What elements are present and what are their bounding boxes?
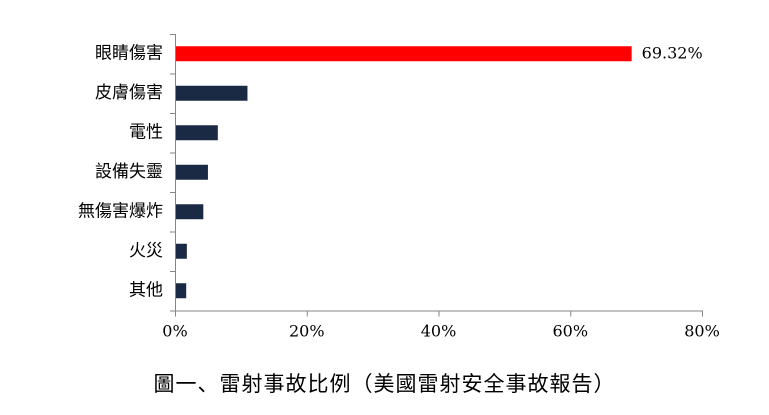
bar-5: [175, 204, 204, 220]
bar-4: [175, 164, 208, 180]
bars-group: [175, 46, 632, 299]
x-tick-label: 40%: [421, 322, 457, 341]
bar-1: [175, 46, 632, 62]
category-label: 眼睛傷害: [95, 43, 163, 63]
category-label: 皮膚傷害: [95, 83, 163, 103]
x-tick-label: 80%: [684, 322, 720, 341]
bar-7: [175, 283, 187, 299]
bar-6: [175, 243, 187, 259]
category-label: 其他: [129, 280, 163, 300]
x-ticks-group: 0% 20% 40% 60% 80%: [162, 310, 720, 341]
data-label: 69.32%: [642, 43, 703, 62]
category-label: 無傷害爆炸: [78, 201, 163, 221]
category-label: 電性: [129, 122, 163, 142]
x-tick-label: 0%: [162, 322, 187, 341]
x-tick-label: 20%: [289, 322, 325, 341]
bar-3: [175, 125, 218, 141]
data-labels-group: 69.32%: [642, 43, 703, 62]
bar-2: [175, 85, 248, 101]
axes-group: [170, 34, 702, 312]
category-label: 火災: [129, 241, 163, 261]
figure-caption: 圖一、雷射事故比例（美國雷射安全事故報告）: [153, 372, 616, 396]
category-label: 設備失靈: [95, 162, 163, 182]
x-tick-label: 60%: [552, 322, 588, 341]
